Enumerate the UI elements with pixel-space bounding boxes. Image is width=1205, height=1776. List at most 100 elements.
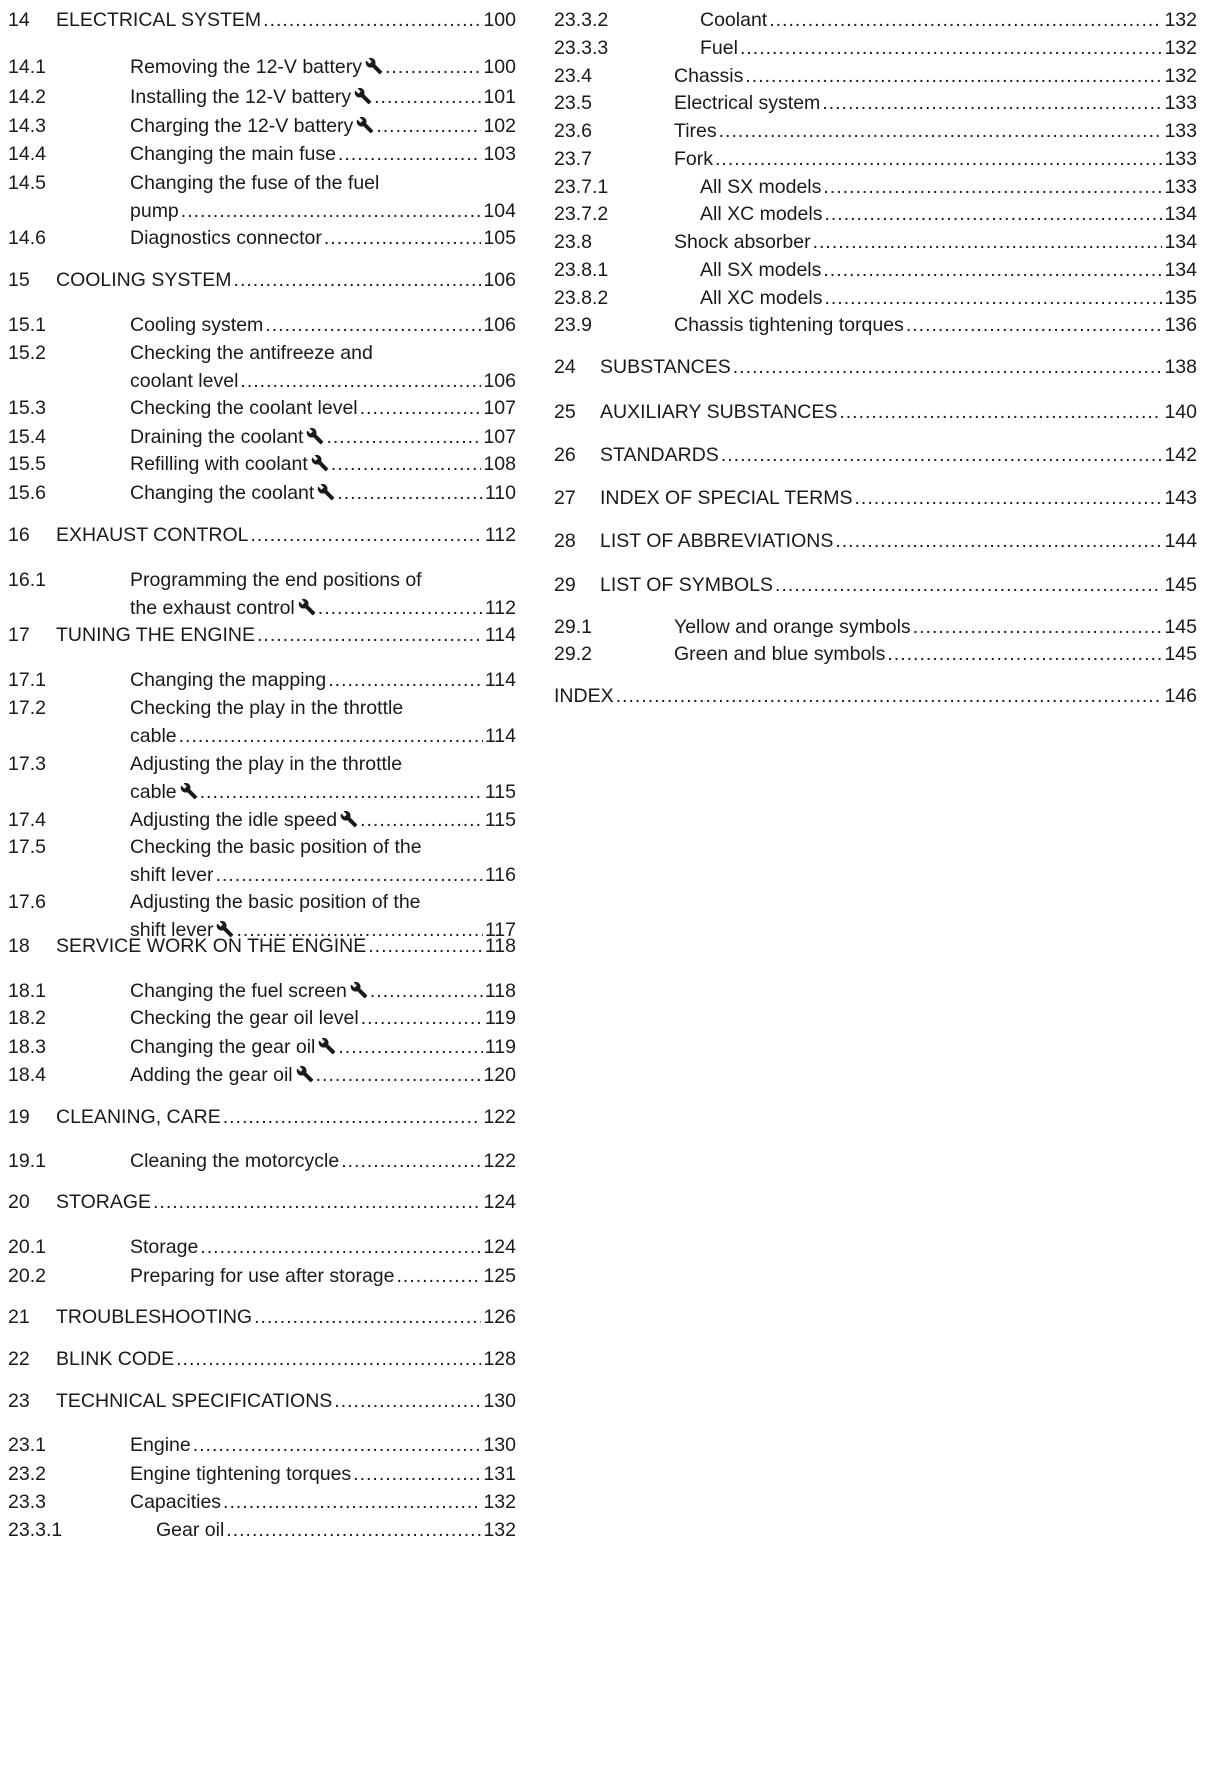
toc-entry-title: Changing the coolant (130, 482, 315, 504)
toc-dot-leader (215, 861, 482, 889)
toc-entry-title: Green and blue symbols (674, 643, 886, 665)
toc-entry-title: All SX models (700, 259, 822, 281)
toc-dot-leader (153, 1188, 481, 1216)
toc-dot-leader (234, 266, 482, 294)
toc-entry-page: 100 (483, 56, 516, 78)
toc-entry-page: 134 (1164, 203, 1197, 225)
toc-entry-page: 145 (1164, 616, 1197, 638)
toc-entry-page: 144 (1164, 530, 1197, 552)
toc-entry-page: 107 (483, 397, 516, 419)
toc-dot-leader (887, 640, 1162, 668)
toc-entry-page: 103 (483, 143, 516, 165)
toc-dot-leader (376, 112, 481, 140)
toc-entry-title: All XC models (700, 287, 823, 309)
toc-entry-page: 108 (483, 453, 516, 475)
toc-entry-title: Chassis (674, 65, 744, 87)
toc-entry-title: Fork (674, 148, 713, 170)
toc-entry-page: 126 (483, 1306, 516, 1328)
toc-entry-title: STANDARDS (600, 444, 719, 466)
toc-entry-page: 133 (1164, 176, 1197, 198)
toc-dot-leader (745, 62, 1162, 90)
toc-entry-number: 23.8.2 (554, 287, 609, 309)
toc-entry-page: 130 (483, 1434, 516, 1456)
toc-dot-leader (223, 1103, 482, 1131)
toc-entry-title: Adding the gear oil (130, 1064, 293, 1086)
toc-entry-number: 14.6 (8, 227, 46, 249)
toc-entry-title: COOLING SYSTEM (56, 269, 232, 291)
toc-entry-title: All XC models (700, 203, 823, 225)
toc-entry-title: STORAGE (56, 1191, 151, 1213)
toc-entry-number: 23.3 (8, 1491, 46, 1513)
toc-entry-number: 15.1 (8, 314, 46, 336)
toc-entry-number: 17.3 (8, 753, 46, 775)
toc-entry-page: 105 (483, 227, 516, 249)
toc-dot-leader (824, 200, 1162, 228)
toc-dot-leader (326, 423, 481, 451)
wrench-icon (351, 83, 372, 111)
toc-entry-number: 23.3.2 (554, 9, 609, 31)
toc-entry-number: 15.4 (8, 426, 46, 448)
toc-entry-number: 18.4 (8, 1064, 46, 1086)
toc-dot-leader (240, 367, 481, 395)
toc-entry-number: 18.1 (8, 980, 46, 1002)
toc-dot-leader (854, 484, 1162, 512)
toc-entry-page: 101 (483, 86, 516, 108)
wrench-icon (337, 806, 358, 834)
toc-dot-leader (318, 594, 483, 622)
toc-dot-leader (769, 6, 1162, 34)
toc-entry-page: 119 (484, 1036, 516, 1058)
toc-dot-leader (226, 1516, 481, 1544)
toc-dot-leader (360, 394, 482, 422)
wrench-icon (362, 53, 383, 81)
toc-entry-title: Chassis tightening torques (674, 314, 904, 336)
toc-entry-page: 132 (1164, 9, 1197, 31)
toc-dot-leader (360, 806, 483, 834)
toc-entry-title: Refilling with coolant (130, 453, 308, 475)
toc-entry-page: 145 (1164, 643, 1197, 665)
toc-entry-title: Adjusting the basic position of the (130, 891, 421, 913)
toc-entry-title: Diagnostics connector (130, 227, 322, 249)
toc-dot-leader (193, 1431, 482, 1459)
toc-entry-number: 29 (554, 574, 576, 596)
toc-entry-title: Checking the coolant level (130, 397, 358, 419)
toc-entry-page: 114 (484, 669, 516, 691)
toc-entry-number: 20.2 (8, 1265, 46, 1287)
toc-entry-number: 23.3.1 (8, 1519, 63, 1541)
toc-entry-title: Engine (130, 1434, 191, 1456)
wrench-icon (314, 479, 335, 507)
toc-entry-title: AUXILIARY SUBSTANCES (600, 401, 838, 423)
toc-entry-number: 19.1 (8, 1150, 46, 1172)
toc-dot-leader (775, 571, 1162, 599)
toc-entry-title: cable (130, 725, 177, 747)
toc-entry-page: 124 (483, 1236, 516, 1258)
toc-dot-leader (263, 6, 481, 34)
toc-dot-leader (835, 527, 1162, 555)
wrench-icon (315, 1033, 336, 1061)
toc-entry-title: SERVICE WORK ON THE ENGINE (56, 935, 367, 957)
toc-entry-number: 23 (8, 1390, 30, 1412)
toc-dot-leader (719, 117, 1163, 145)
toc-entry-title: Engine tightening torques (130, 1463, 352, 1485)
toc-entry-title: Adjusting the play in the throttle (130, 753, 403, 775)
toc-entry-title: the exhaust control (130, 597, 295, 619)
toc-entry-page: 132 (483, 1491, 516, 1513)
wrench-icon (177, 778, 198, 806)
toc-entry-number: 15.3 (8, 397, 46, 419)
toc-entry-number: 23.9 (554, 314, 592, 336)
toc-entry-number: 17 (8, 624, 30, 646)
wrench-icon (303, 423, 324, 451)
toc-dot-leader (906, 311, 1163, 339)
toc-entry-number: 25 (554, 401, 576, 423)
toc-entry-title: shift lever (130, 864, 214, 886)
toc-entry-title: All SX models (700, 176, 822, 198)
toc-entry-page: 118 (484, 980, 516, 1002)
toc-entry-number: 17.4 (8, 809, 46, 831)
toc-dot-leader (374, 83, 481, 111)
toc-entry-page: 135 (1164, 287, 1197, 309)
wrench-icon (347, 977, 368, 1005)
toc-entry-title: Draining the coolant (130, 426, 304, 448)
toc-entry-number: 14.2 (8, 86, 46, 108)
toc-entry-title: Fuel (700, 37, 738, 59)
toc-entry-page: 142 (1164, 444, 1197, 466)
toc-entry-page: 133 (1164, 120, 1197, 142)
